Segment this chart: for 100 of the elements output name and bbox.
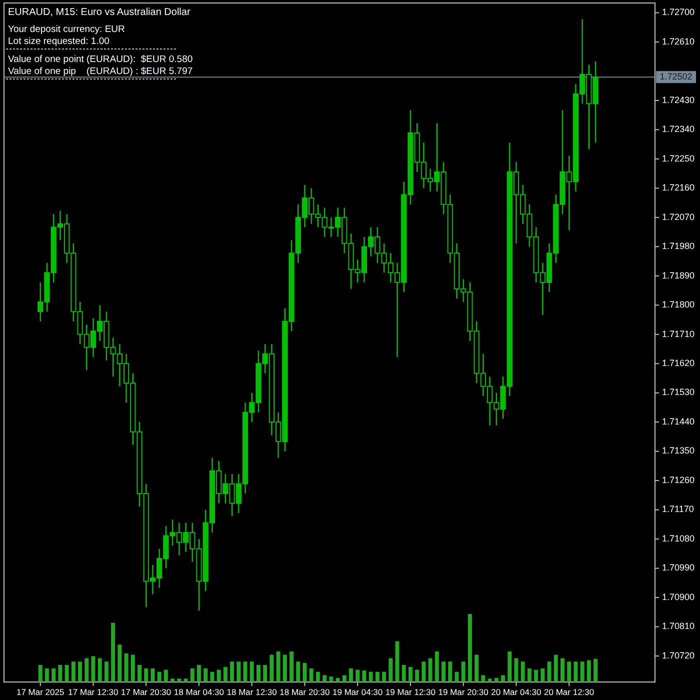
bar — [408, 667, 412, 682]
x-tick-label: 19 Mar 20:30 — [438, 687, 489, 697]
bar — [52, 668, 56, 682]
bar — [501, 675, 505, 682]
y-tick-label: 1.71890 — [662, 270, 695, 280]
bar — [342, 675, 346, 682]
bar — [290, 651, 294, 682]
y-tick-label: 1.72250 — [662, 153, 695, 164]
bar — [170, 678, 175, 682]
bar — [58, 665, 62, 682]
bar — [250, 662, 254, 682]
y-tick-label: 1.72070 — [662, 212, 695, 222]
y-tick-label: 1.70720 — [662, 650, 695, 660]
bar — [368, 672, 373, 682]
bar — [375, 672, 380, 682]
bar — [157, 672, 162, 682]
bar — [594, 658, 598, 682]
bar — [428, 658, 432, 682]
bar — [388, 658, 393, 682]
x-tick-label: 18 Mar 12:30 — [226, 687, 278, 697]
y-tick-label: 1.71260 — [662, 474, 695, 485]
bar — [296, 662, 300, 682]
y-tick-label: 1.71980 — [662, 241, 695, 252]
bar — [150, 668, 155, 682]
bar — [494, 678, 498, 682]
bar — [236, 662, 241, 682]
bar — [282, 654, 287, 682]
chart-title: EURAUD, M15: Euro vs Australian Dollar — [8, 7, 191, 18]
bar — [434, 651, 439, 682]
y-tick-label: 1.72430 — [662, 94, 695, 105]
bar — [520, 662, 525, 682]
bar — [481, 675, 486, 682]
bar — [190, 668, 194, 682]
x-tick-label: 17 Mar 12:30 — [68, 687, 119, 697]
x-tick-label: 17 Mar 20:30 — [121, 687, 172, 697]
bar — [230, 662, 234, 682]
bar — [402, 665, 406, 682]
bar — [138, 665, 142, 682]
bar — [210, 672, 214, 682]
bar — [554, 654, 558, 682]
bar — [164, 670, 168, 682]
bar — [276, 651, 280, 682]
bar — [104, 662, 108, 682]
x-tick-label: 17 Mar 2025 — [16, 687, 64, 697]
bar — [540, 668, 545, 682]
bar — [415, 670, 420, 682]
x-tick-label: 18 Mar 20:30 — [280, 687, 330, 697]
x-tick-label: 19 Mar 12:30 — [385, 687, 436, 697]
bar — [263, 665, 268, 682]
bar — [216, 670, 221, 682]
bar — [71, 662, 76, 682]
bar — [514, 658, 518, 682]
bar — [574, 662, 578, 682]
x-tick-label: 18 Mar 04:30 — [174, 687, 224, 697]
annotation: Value of one point (EURAUD): $EUR 0.580 — [8, 54, 193, 65]
bar — [329, 676, 334, 682]
y-tick-label: 1.70990 — [662, 562, 695, 573]
y-tick-label: 1.71080 — [662, 533, 695, 544]
bar — [468, 614, 472, 682]
bar — [580, 662, 584, 682]
bar — [461, 662, 466, 682]
x-tick-label: 20 Mar 12:30 — [544, 687, 594, 697]
bar — [44, 668, 49, 682]
bar — [534, 670, 538, 682]
bar — [356, 670, 360, 682]
bar — [84, 658, 89, 682]
bar — [144, 668, 148, 682]
bar — [560, 658, 564, 682]
y-tick-label: 1.72160 — [662, 182, 695, 193]
x-tick-label: 20 Mar 04:30 — [491, 687, 542, 697]
annotation: Lot size requested: 1.00 — [8, 36, 110, 47]
y-tick-label: 1.72340 — [662, 124, 695, 134]
ref-line-label: 1.72502 — [660, 71, 692, 82]
bar — [256, 665, 260, 682]
annotation: Your deposit currency: EUR — [8, 24, 126, 35]
bar — [422, 662, 426, 682]
annotation: Value of one pip (EURAUD) : $EUR 5.797 — [8, 66, 193, 77]
bar — [508, 651, 512, 682]
bar — [442, 662, 446, 682]
y-tick-label: 1.71530 — [662, 387, 695, 398]
y-tick-label: 1.72610 — [662, 36, 695, 46]
y-tick-label: 1.71710 — [662, 328, 695, 339]
y-tick-label: 1.72700 — [662, 7, 695, 18]
bar — [448, 662, 452, 682]
bar — [204, 668, 208, 682]
bar — [586, 660, 591, 682]
bar — [64, 665, 69, 682]
bar — [124, 653, 128, 682]
x-tick-label: 19 Mar 04:30 — [332, 687, 383, 697]
bar — [302, 662, 307, 682]
bar — [118, 644, 122, 682]
y-tick-label: 1.70900 — [662, 592, 695, 602]
bar — [184, 678, 188, 682]
bar — [316, 672, 320, 682]
bar — [111, 622, 116, 682]
bar — [78, 662, 82, 682]
bar — [223, 667, 228, 682]
bar — [270, 654, 274, 682]
y-tick-label: 1.71620 — [662, 358, 695, 368]
y-tick-label: 1.71800 — [662, 300, 695, 310]
